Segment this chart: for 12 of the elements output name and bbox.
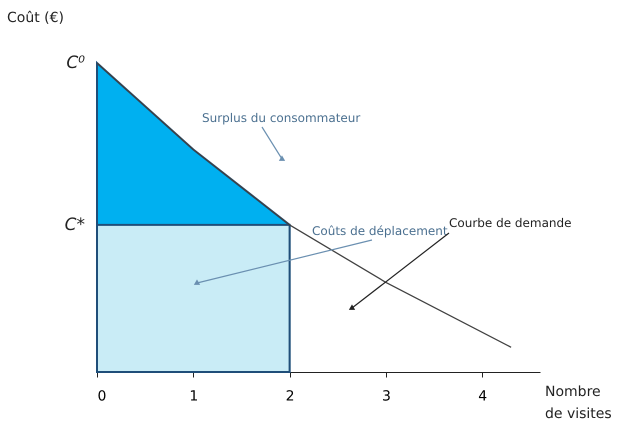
annotation: Surplus du consommateur: [202, 111, 360, 125]
annotation: Courbe de demande: [449, 216, 572, 230]
x-tick-label: 3: [382, 388, 391, 404]
x-tick-label: 0: [98, 388, 106, 404]
y-axis-title: Coût (€): [7, 10, 64, 26]
annotation: C⁰: [66, 53, 86, 73]
x-axis-title: Nombre de visites: [545, 384, 612, 422]
annotation: Coûts de déplacement: [312, 224, 448, 238]
annotation: C*: [64, 214, 85, 235]
x-tick-label: 1: [189, 388, 198, 404]
x-tick-label: 4: [478, 388, 488, 404]
x-tick-label: 2: [286, 388, 295, 404]
